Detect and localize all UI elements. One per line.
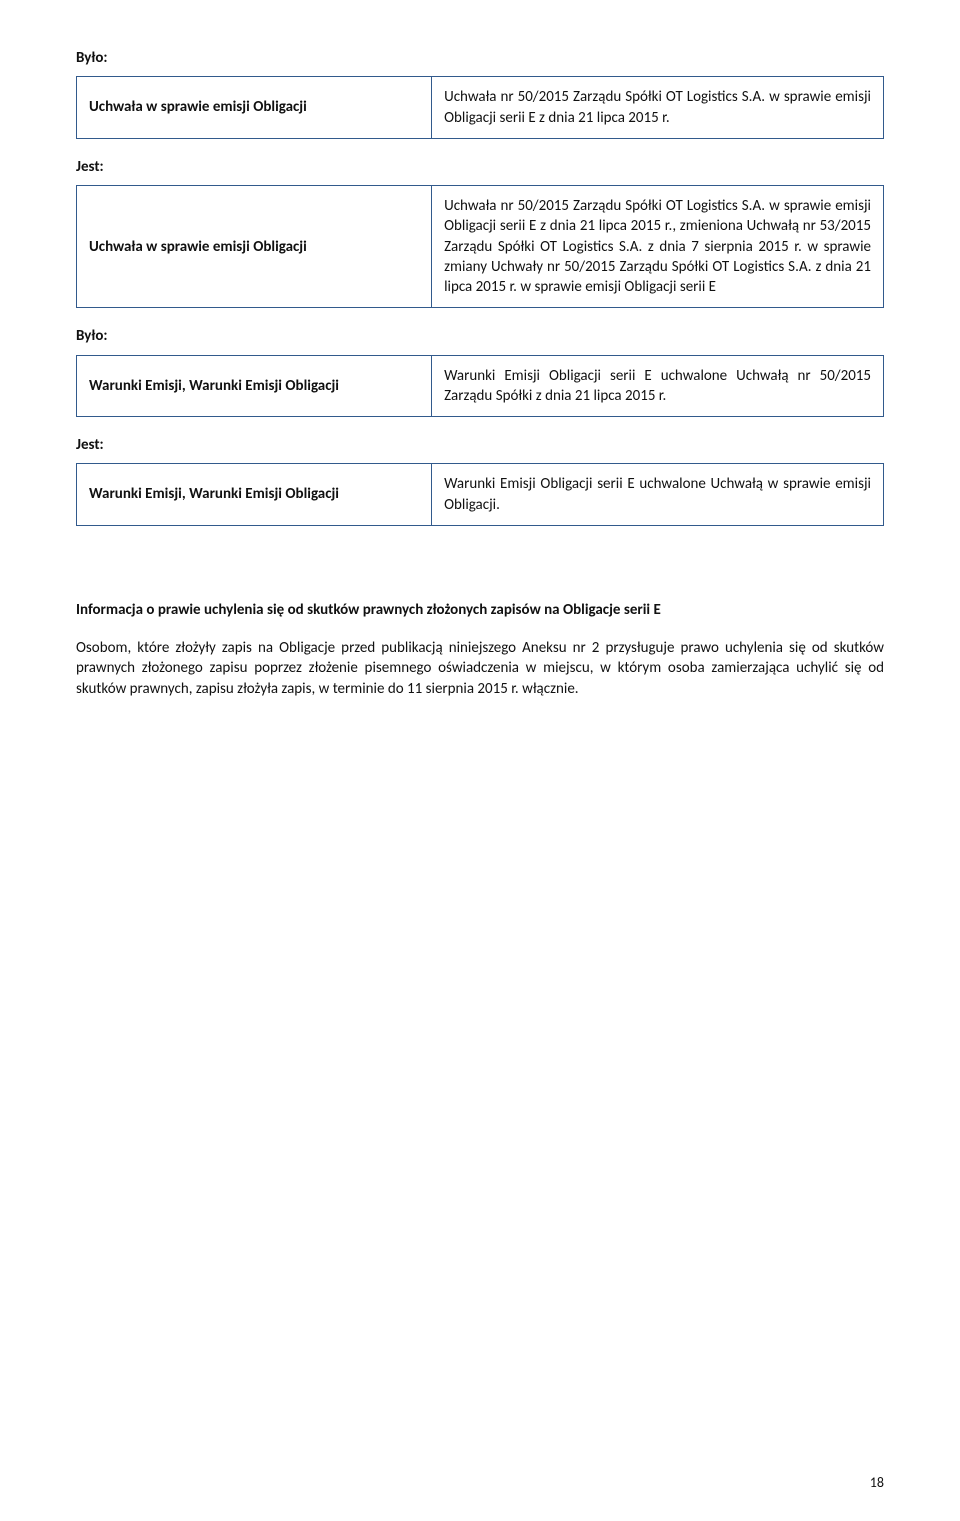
cell-jest2-right: Warunki Emisji Obligacji serii E uchwalo…	[432, 464, 884, 526]
table-jest-2: Warunki Emisji, Warunki Emisji Obligacji…	[76, 463, 884, 526]
label-bylo-2: Było:	[76, 326, 884, 346]
label-jest-2: Jest:	[76, 435, 884, 455]
cell-bylo2-left: Warunki Emisji, Warunki Emisji Obligacji	[77, 355, 432, 417]
label-bylo-1: Było:	[76, 48, 884, 68]
cell-jest1-left: Uchwała w sprawie emisji Obligacji	[77, 186, 432, 308]
label-jest-1: Jest:	[76, 157, 884, 177]
info-paragraph: Osobom, które złożyły zapis na Obligacje…	[76, 638, 884, 699]
page-number: 18	[870, 1474, 884, 1493]
cell-bylo1-right: Uchwała nr 50/2015 Zarządu Spółki OT Log…	[432, 77, 884, 139]
table-jest-1: Uchwała w sprawie emisji Obligacji Uchwa…	[76, 185, 884, 308]
table-bylo-1: Uchwała w sprawie emisji Obligacji Uchwa…	[76, 76, 884, 139]
info-heading: Informacja o prawie uchylenia się od sku…	[76, 600, 884, 620]
cell-bylo2-right: Warunki Emisji Obligacji serii E uchwalo…	[432, 355, 884, 417]
table-bylo-2: Warunki Emisji, Warunki Emisji Obligacji…	[76, 355, 884, 418]
cell-jest2-left: Warunki Emisji, Warunki Emisji Obligacji	[77, 464, 432, 526]
cell-jest1-right: Uchwała nr 50/2015 Zarządu Spółki OT Log…	[432, 186, 884, 308]
cell-bylo1-left: Uchwała w sprawie emisji Obligacji	[77, 77, 432, 139]
